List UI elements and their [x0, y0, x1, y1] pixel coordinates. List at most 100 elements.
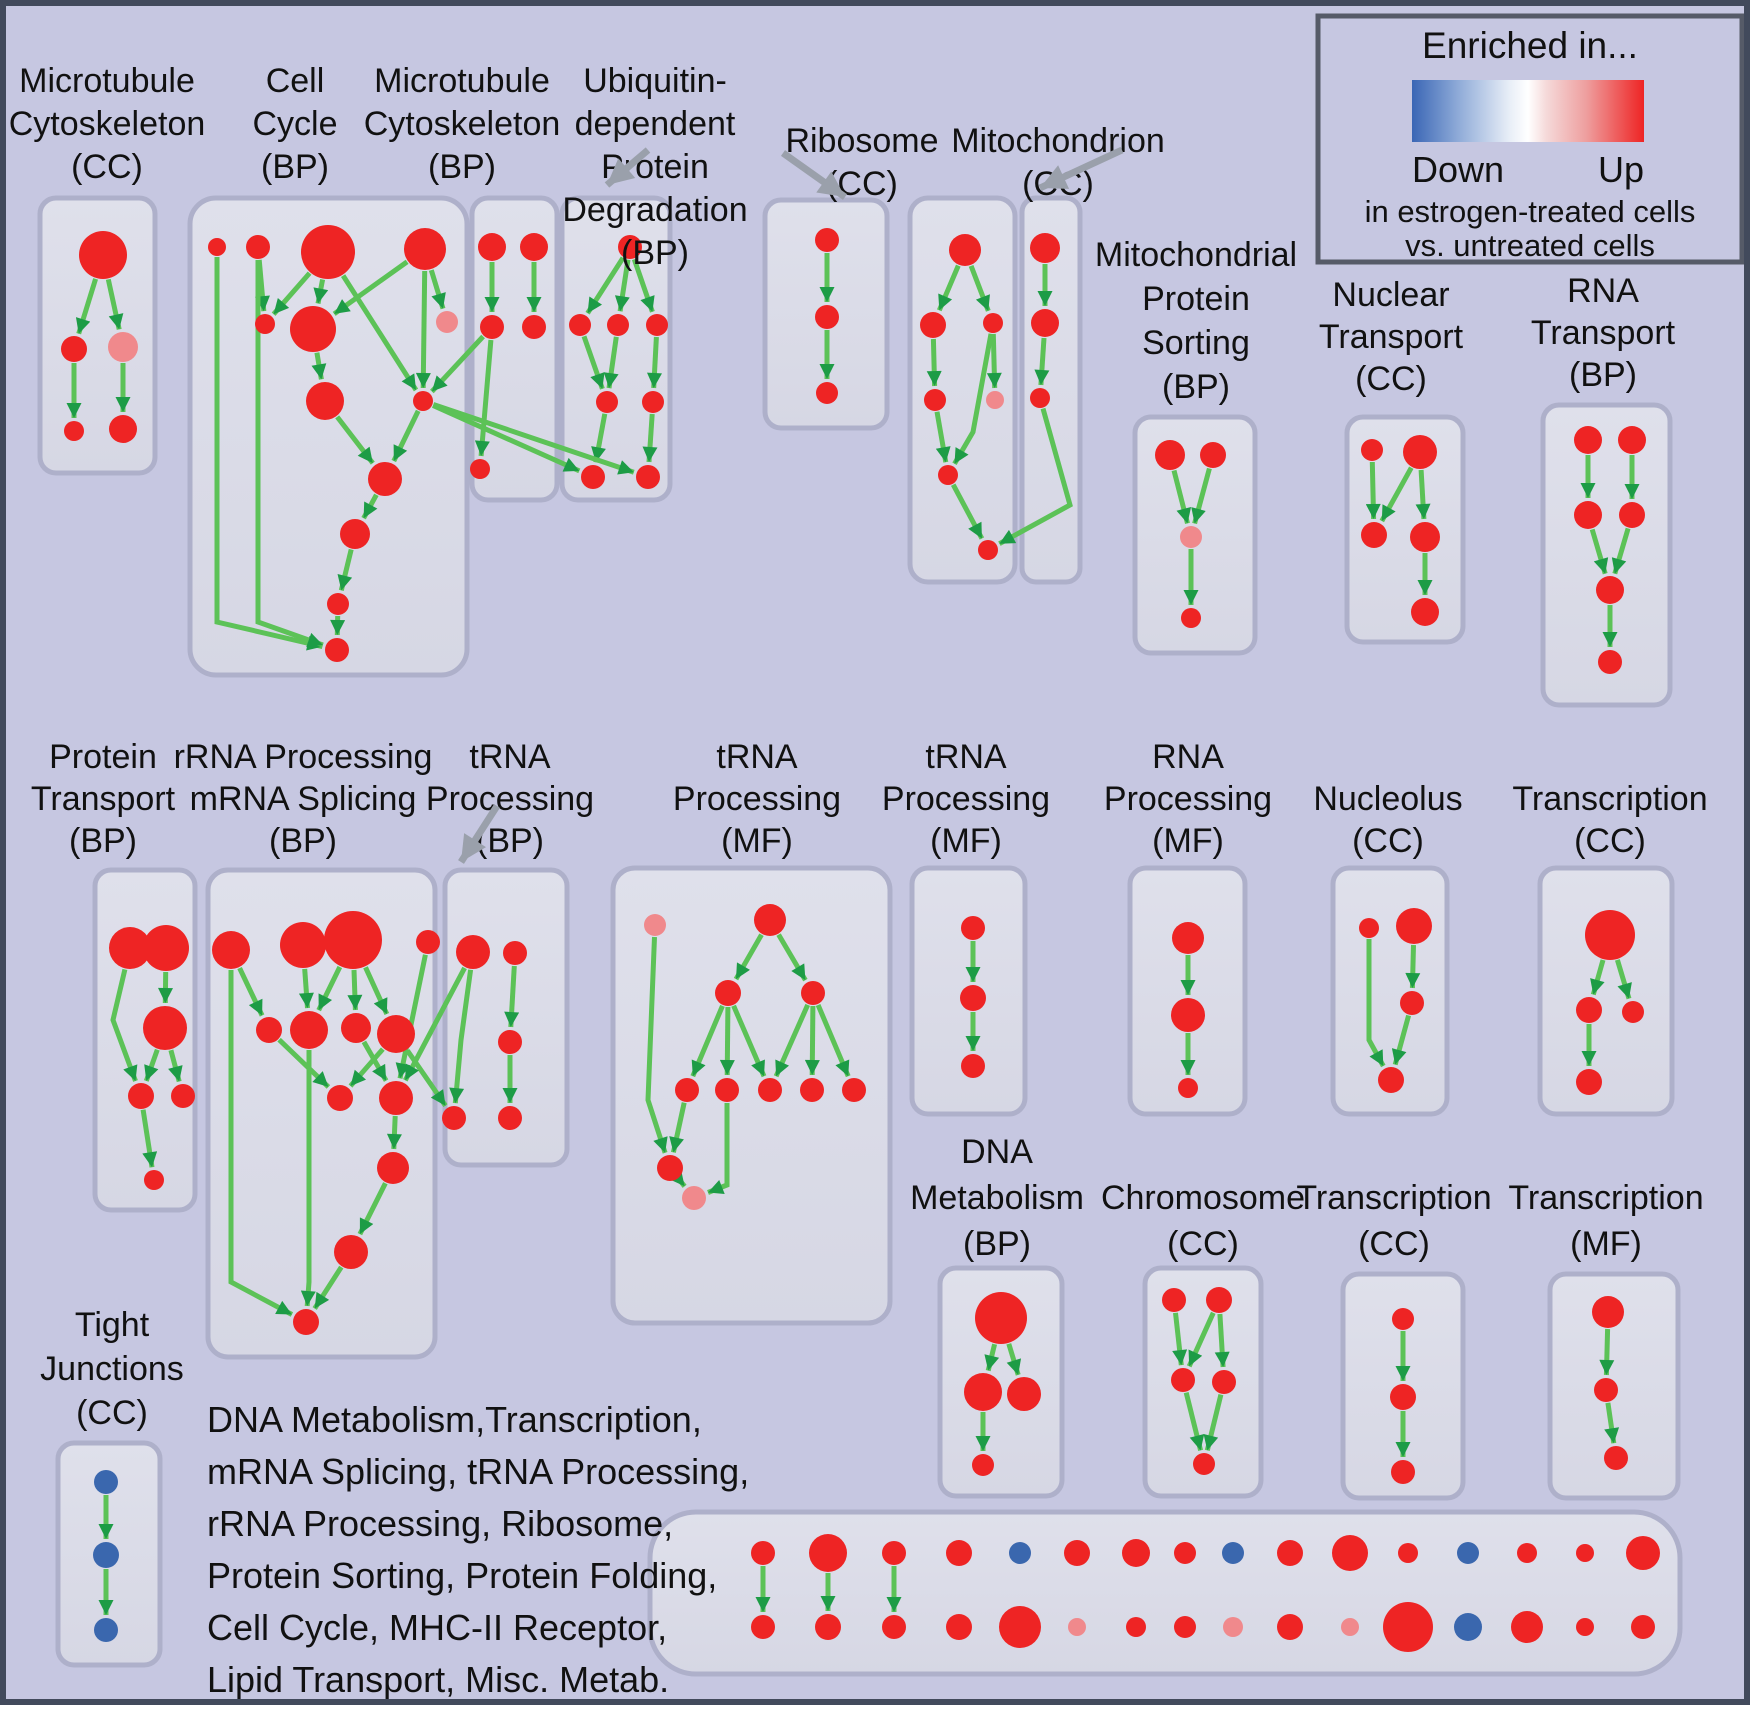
ubiquitin-tree-node-4 — [596, 391, 618, 413]
trna-processing-bp-node-1 — [503, 941, 527, 965]
tight-junctions-node-1 — [93, 1542, 119, 1568]
ubiquitin-tree-node-1 — [569, 314, 591, 336]
ribosome-edge-0 — [936, 264, 961, 312]
trna-processing-mf-2-label-line-2: (MF) — [930, 822, 1002, 860]
trna-processing-mf-big-node-10 — [682, 1186, 706, 1210]
shared-terms-line-4: Protein Sorting, Protein Folding, — [207, 1555, 717, 1596]
trna-processing-mf-big-node-6 — [758, 1078, 782, 1102]
rna-processing-mf-label: RNA Processing (MF) — [1104, 738, 1272, 860]
protein-transport-edge-0 — [110, 968, 138, 1082]
ubiquitin-dependent-protein-degradation-bp-label-line-4: (BP) — [621, 234, 689, 272]
shared-terms-node-11 — [1068, 1618, 1086, 1636]
protein-transport-node-4 — [171, 1084, 195, 1108]
trna-processing-mf-big-node-0 — [644, 914, 666, 936]
mitochondrial-protein-sorting-bp-label: Mitochondrial Protein Sorting (BP) — [1095, 236, 1297, 406]
trna-processing-mf-big-node-4 — [675, 1078, 699, 1102]
nuclear-transport-cc-label-line-2: (CC) — [1355, 360, 1427, 398]
nucleolus-node-0 — [1359, 918, 1379, 938]
cross-edge-2 — [432, 402, 635, 475]
rrna-processing-node-9 — [379, 1081, 413, 1115]
legend: Enriched in... Down Up in estrogen-treat… — [1315, 13, 1745, 265]
protein-transport-node-3 — [128, 1083, 154, 1109]
cell-cycle-edge-4 — [313, 279, 329, 304]
trna-processing-mf-big-node-3 — [801, 981, 825, 1005]
chromosome-cc-label-line-0: Chromosome — [1101, 1179, 1305, 1217]
trna-processing-bp-label-line-2: (BP) — [476, 822, 544, 860]
rna-transport-edge-3 — [1611, 527, 1631, 575]
protein-transport-edge-2 — [143, 1048, 160, 1082]
rrna-processing-node-4 — [256, 1017, 282, 1043]
mt-bp-node-0 — [478, 233, 506, 261]
shared-terms-line-1: DNA Metabolism,Transcription, — [207, 1399, 702, 1440]
mt-cc-edge-1 — [105, 278, 124, 330]
tight-junctions-cc-label-line-2: (CC) — [76, 1394, 148, 1432]
nucleolus-cc-label: Nucleolus (CC) — [1313, 780, 1462, 860]
cell-cycle-node-9 — [368, 462, 402, 496]
rrna-processing-node-1 — [280, 922, 326, 968]
mt-bp-edge-2 — [474, 339, 494, 457]
shared-terms-node-24 — [1457, 1542, 1479, 1564]
cell-cycle-edge-12 — [361, 493, 379, 520]
mt-cc-node-1 — [61, 336, 87, 362]
ubiquitin-tree-edge-3 — [581, 335, 605, 390]
tight-junctions-cc-label-line-0: Tight — [75, 1306, 150, 1344]
rrna-processing-edge-13 — [228, 970, 294, 1317]
mitochondrion-edge-1 — [1034, 337, 1050, 386]
nucleolus-edge-0 — [1366, 939, 1386, 1068]
rna-transport-node-2 — [1574, 501, 1602, 529]
rna-transport-bp-label-line-2: (BP) — [1569, 356, 1637, 394]
protein-transport-bp-label-line-2: (BP) — [69, 822, 137, 860]
rna-transport-node-3 — [1619, 502, 1645, 528]
trna-processing-mf-big-edge-7 — [815, 1004, 851, 1078]
ribosome-node-4 — [986, 391, 1004, 409]
cell-cycle-node-10 — [340, 519, 370, 549]
protein-transport-edge-4 — [140, 1109, 158, 1168]
transcription-mf-edge-1 — [1604, 1402, 1620, 1444]
transcription-cc-a-box — [1537, 865, 1675, 1117]
cell-cycle-node-0 — [208, 238, 226, 256]
label-pointer-arrow-0 — [604, 147, 651, 188]
bottom-margin — [0, 1705, 1750, 1715]
nucleolus-edge-2 — [1391, 1014, 1412, 1066]
transcription-cc-a-node-0 — [1585, 910, 1635, 960]
microtubule-cytoskeleton-bp-label-line-0: Microtubule — [374, 62, 550, 100]
mitochondrial-protein-sorting-edge-0 — [1171, 469, 1192, 525]
cell-cycle-node-12 — [325, 638, 349, 662]
dna-metabolism-node-2 — [1007, 1377, 1041, 1411]
trna-processing-mf-big-node-7 — [800, 1078, 824, 1102]
cell-cycle-edge-13 — [337, 548, 354, 591]
nuclear-transport-node-2 — [1361, 522, 1387, 548]
dna-metabolism-node-3 — [972, 1454, 994, 1476]
rna-transport-bp-label-line-0: RNA — [1567, 272, 1639, 310]
rrna-processing-node-6 — [341, 1013, 371, 1043]
rrna-processing-edge-4 — [363, 966, 390, 1016]
trna-processing-bp-node-3 — [442, 1106, 466, 1130]
mt-cc-edge-0 — [75, 278, 98, 335]
rna-transport-node-1 — [1618, 426, 1646, 454]
dna-metabolism-node-0 — [975, 1292, 1027, 1344]
ribosome-node-3 — [924, 389, 946, 411]
shared-terms-node-18 — [1277, 1540, 1303, 1566]
ubiquitin-dependent-protein-degradation-bp-label-line-1: dependent — [575, 105, 736, 143]
mitochondrion-cc-label: Mitochondrion (CC) — [951, 122, 1165, 203]
dna-metabolism-bp-label-line-0: DNA — [961, 1133, 1033, 1171]
rrna-processing-node-7 — [377, 1015, 415, 1053]
ubiquitin-tree-edge-4 — [603, 336, 619, 389]
microtubule-cytoskeleton-bp-label-line-1: Cytoskeleton — [364, 105, 561, 143]
trna-processing-mf-big-edge-9 — [669, 1102, 687, 1153]
cell-cycle-bp-label: Cell Cycle (BP) — [252, 62, 337, 186]
cross-edge-3 — [998, 407, 1073, 546]
trna-processing-mf-2-label-line-1: Processing — [882, 780, 1050, 818]
legend-gradient-bar — [1412, 80, 1644, 142]
nucleolus-edge-1 — [1405, 944, 1421, 989]
shared-terms-box — [647, 1509, 1683, 1677]
rrna-processing-edge-1 — [298, 968, 314, 1009]
trna-processing-mf-small-node-2 — [961, 1054, 985, 1078]
shared-terms-node-3 — [815, 1614, 841, 1640]
shared-terms-line-6: Lipid Transport, Misc. Metab. — [207, 1659, 669, 1700]
shared-terms-node-16 — [1222, 1542, 1244, 1564]
trna-processing-mf-2-label-line-0: tRNA — [925, 738, 1007, 776]
ribosome-edge-3 — [986, 333, 1002, 389]
mitochondrial-protein-sorting-bp-label-line-1: Protein — [1142, 280, 1250, 318]
mitochondrion-node-2 — [1030, 388, 1050, 408]
